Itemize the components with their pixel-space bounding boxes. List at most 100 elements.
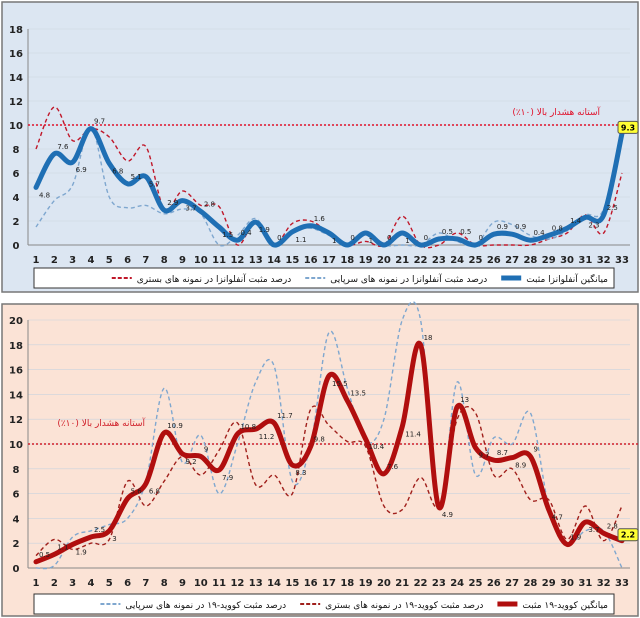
threshold-label: آستانه هشدار بالا (۱۰٪)	[57, 417, 145, 429]
series-line-2	[33, 340, 625, 565]
series-line-0	[35, 301, 623, 570]
x-tick-label: 13	[249, 578, 263, 589]
y-tick-label: 2	[13, 539, 20, 550]
data-label: 13	[460, 396, 469, 404]
x-tick-label: 19	[359, 255, 373, 266]
data-label: 7.6	[57, 143, 69, 151]
data-label: 7.9	[222, 474, 233, 482]
x-tick-label: 6	[124, 578, 131, 589]
x-tick-label: 11	[212, 255, 226, 266]
x-tick-label: 8	[161, 255, 168, 266]
data-label: 5.7	[149, 181, 160, 189]
data-label: 18	[424, 334, 433, 342]
data-label: 10.8	[240, 423, 256, 431]
x-tick-label: 4	[87, 255, 94, 266]
chart-background	[1, 303, 639, 617]
y-tick-label: 20	[9, 316, 23, 327]
legend-label: درصد مثبت کووید-۱۹ در نمونه های بستری	[325, 601, 483, 611]
x-tick-label: 20	[377, 255, 391, 266]
data-label: 6.8	[112, 167, 123, 175]
data-label: 0.4	[240, 229, 252, 237]
x-tick-label: 23	[432, 578, 446, 589]
x-tick-label: 28	[523, 578, 537, 589]
x-tick-label: 17	[322, 578, 336, 589]
data-label: 11.4	[405, 431, 421, 439]
data-label: 5.6	[131, 488, 143, 496]
x-tick-label: 26	[487, 578, 501, 589]
last-value-badge-text: 2.2	[621, 531, 635, 540]
y-tick-label: 14	[9, 390, 23, 401]
data-label: 1.9	[76, 548, 87, 556]
data-label: 11.2	[259, 433, 275, 441]
data-label: 0.4	[533, 229, 545, 237]
data-label: 9.2	[186, 458, 197, 466]
data-label: 1.4	[570, 217, 582, 225]
data-label: 1.9	[259, 226, 270, 234]
x-tick-label: 29	[542, 578, 556, 589]
data-label: 0.5	[460, 228, 471, 236]
y-tick-label: 8	[13, 145, 20, 156]
x-tick-label: 11	[212, 578, 226, 589]
data-label: 5.1	[131, 173, 142, 181]
x-tick-label: 26	[487, 255, 501, 266]
legend-label: میانگین کووید-۱۹ مثبت	[522, 599, 608, 611]
y-tick-label: 2	[13, 217, 20, 228]
x-tick-label: 2	[51, 578, 58, 589]
y-tick-label: 18	[9, 25, 23, 36]
x-tick-label: 15	[285, 255, 299, 266]
data-label: 0.5	[39, 551, 50, 559]
y-tick-label: 18	[9, 341, 23, 352]
x-tick-label: 16	[304, 578, 318, 589]
data-label: 4.7	[552, 514, 563, 522]
x-tick-label: 27	[505, 255, 519, 266]
data-label: 10.4	[369, 443, 385, 451]
x-tick-label: 3	[69, 578, 76, 589]
x-tick-label: 33	[615, 578, 629, 589]
x-tick-label: 22	[414, 578, 428, 589]
x-tick-label: 33	[615, 255, 629, 266]
x-tick-label: 25	[469, 578, 483, 589]
x-tick-label: 28	[523, 255, 537, 266]
x-tick-label: 20	[377, 578, 391, 589]
x-tick-label: 8	[161, 578, 168, 589]
data-label: 1.1	[295, 236, 306, 244]
x-tick-label: 32	[597, 255, 611, 266]
data-label: 9.7	[94, 118, 105, 126]
data-label: 0	[350, 234, 354, 242]
legend-label: درصد مثبت آنفلوانزا در نمونه های سرپایی	[330, 273, 487, 285]
last-value-badge-text: 9.3	[621, 123, 635, 132]
data-label: 1.5	[222, 231, 233, 239]
series-line-2	[33, 126, 625, 248]
data-label: 2.8	[607, 522, 618, 530]
data-label: 7.6	[387, 463, 399, 471]
data-label: 0	[424, 234, 428, 242]
data-label: 15.5	[332, 380, 348, 388]
data-label: 0.9	[515, 223, 526, 231]
last-value-badge	[617, 120, 639, 134]
x-tick-label: 2	[51, 255, 58, 266]
data-label: 4.8	[39, 191, 50, 199]
legend-label: درصد مثبت کووید-۱۹ در نمونه های سرپایی	[125, 601, 286, 611]
x-tick-label: 29	[542, 255, 556, 266]
y-tick-label: 0	[13, 241, 20, 252]
series-line-1	[35, 405, 623, 557]
x-tick-label: 27	[505, 578, 519, 589]
data-label: 3	[112, 535, 116, 543]
x-tick-label: 23	[432, 255, 446, 266]
data-label: 8.3	[295, 469, 306, 477]
x-tick-label: 17	[322, 255, 336, 266]
data-label: 2.5	[607, 204, 618, 212]
y-tick-label: 12	[9, 97, 23, 108]
x-tick-label: 7	[142, 578, 149, 589]
x-tick-label: 21	[395, 255, 409, 266]
x-tick-label: 16	[304, 255, 318, 266]
data-label: 9	[533, 445, 537, 453]
data-label: 2.3	[588, 221, 599, 229]
data-label: 4.9	[442, 511, 453, 519]
y-tick-label: 8	[13, 465, 20, 476]
x-tick-label: 30	[560, 255, 574, 266]
data-label: 0	[479, 234, 483, 242]
data-label: 0	[387, 234, 391, 242]
data-label: 8.9	[515, 462, 526, 470]
x-tick-label: 30	[560, 578, 574, 589]
